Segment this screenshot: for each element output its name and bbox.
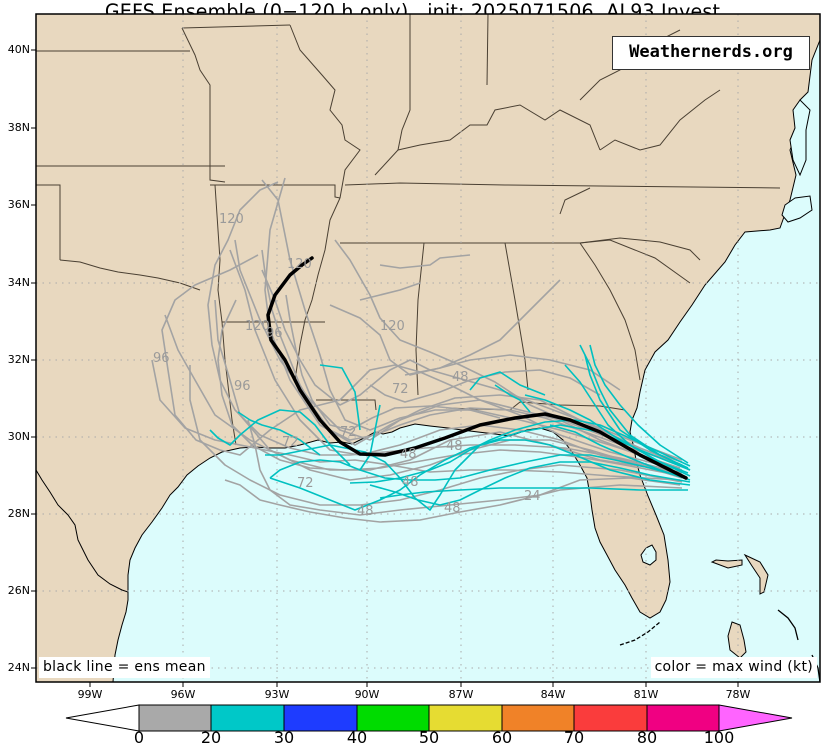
colorbar-label: 40 <box>346 728 368 747</box>
colorbar-label: 30 <box>273 728 295 747</box>
colorbar-bin-70-80 <box>573 704 648 732</box>
lon-label: 84W <box>540 688 566 701</box>
lat-label: 26N <box>7 584 30 597</box>
svg-text:72: 72 <box>392 382 409 397</box>
lat-label: 24N <box>7 661 30 674</box>
svg-text:96: 96 <box>153 351 170 366</box>
svg-text:24: 24 <box>524 489 541 504</box>
map-frame <box>35 13 821 683</box>
lon-label: 93W <box>264 688 290 701</box>
svg-text:120: 120 <box>287 257 312 272</box>
svg-text:120: 120 <box>380 319 405 334</box>
pamlico-sound <box>781 195 813 223</box>
grand-bahama <box>710 559 743 569</box>
watermark: Weathernerds.org <box>612 36 810 70</box>
colorbar-bin-30-40 <box>283 704 358 732</box>
svg-text:48: 48 <box>452 370 469 385</box>
eleuthera <box>777 609 799 641</box>
lon-label: 87W <box>448 688 474 701</box>
colorbar-label: 0 <box>133 728 145 747</box>
member-tracks-cyan <box>209 344 691 511</box>
chesapeake-bay <box>789 99 811 177</box>
lat-label: 30N <box>7 430 30 443</box>
lat-label: 38N <box>7 121 30 134</box>
svg-text:48: 48 <box>444 501 461 516</box>
state-borders <box>36 14 781 446</box>
lat-label: 34N <box>7 276 30 289</box>
lat-label: 40N <box>7 43 30 56</box>
svg-text:96: 96 <box>266 326 283 341</box>
abaco <box>743 553 769 595</box>
lat-label: 28N <box>7 507 30 520</box>
andros <box>727 621 747 659</box>
svg-text:48: 48 <box>400 447 417 462</box>
florida-keys <box>619 621 661 646</box>
ensemble-mean-track <box>266 256 688 480</box>
lake-okeechobee <box>640 544 657 566</box>
svg-text:48: 48 <box>357 504 374 519</box>
svg-text:72: 72 <box>340 425 357 440</box>
lon-label: 78W <box>725 688 751 701</box>
colorbar-label: 100 <box>703 728 735 747</box>
svg-text:72: 72 <box>297 476 314 491</box>
colorbar-label: 60 <box>491 728 513 747</box>
svg-text:96: 96 <box>234 379 251 394</box>
colorbar <box>65 704 793 732</box>
lon-label: 99W <box>77 688 103 701</box>
legend-ens-mean: black line = ens mean <box>39 657 210 678</box>
lon-label: 81W <box>633 688 659 701</box>
lat-label: 32N <box>7 353 30 366</box>
svg-text:72: 72 <box>282 435 299 450</box>
legend-max-wind: color = max wind (kt) <box>650 657 817 678</box>
colorbar-label: 80 <box>636 728 658 747</box>
svg-text:120: 120 <box>219 212 244 227</box>
colorbar-bin-0-20 <box>138 704 212 732</box>
svg-text:48: 48 <box>402 475 419 490</box>
svg-text:48: 48 <box>446 439 463 454</box>
member-tracks-gray <box>151 177 683 523</box>
tau-labels: 120 120 120 96 96 120 96 72 48 72 72 48 … <box>153 212 541 519</box>
colorbar-label: 70 <box>563 728 585 747</box>
svg-text:120: 120 <box>245 319 270 334</box>
lon-label: 90W <box>354 688 380 701</box>
colorbar-over-arrow <box>718 704 793 732</box>
colorbar-label: 20 <box>200 728 222 747</box>
colorbar-bin-50-60 <box>428 704 503 732</box>
colorbar-label: 50 <box>418 728 440 747</box>
lat-label: 36N <box>7 198 30 211</box>
rio-grande <box>36 469 129 593</box>
lon-label: 96W <box>170 688 196 701</box>
colorbar-bin-40-50 <box>356 704 430 732</box>
